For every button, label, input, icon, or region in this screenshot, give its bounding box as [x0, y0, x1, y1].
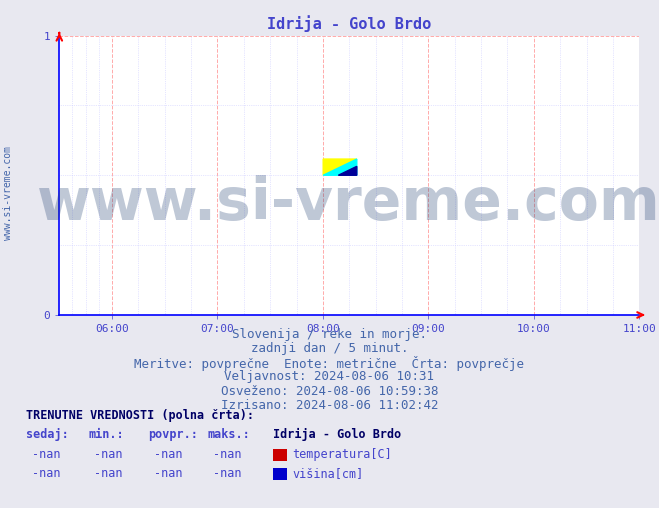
Text: -nan: -nan — [213, 467, 242, 480]
Text: Meritve: povprečne  Enote: metrične  Črta: povprečje: Meritve: povprečne Enote: metrične Črta:… — [134, 356, 525, 371]
Text: zadnji dan / 5 minut.: zadnji dan / 5 minut. — [251, 342, 408, 355]
Text: min.:: min.: — [89, 428, 125, 441]
Text: maks.:: maks.: — [208, 428, 250, 441]
Title: Idrija - Golo Brdo: Idrija - Golo Brdo — [267, 15, 432, 31]
Text: www.si-vreme.com: www.si-vreme.com — [38, 175, 659, 232]
Polygon shape — [323, 159, 357, 175]
Text: temperatura[C]: temperatura[C] — [292, 448, 391, 461]
Text: -nan: -nan — [213, 448, 242, 461]
Text: -nan: -nan — [154, 467, 183, 480]
Text: višina[cm]: višina[cm] — [292, 467, 363, 480]
Polygon shape — [338, 166, 357, 175]
Text: www.si-vreme.com: www.si-vreme.com — [3, 146, 13, 240]
Text: sedaj:: sedaj: — [26, 428, 69, 441]
Text: -nan: -nan — [154, 448, 183, 461]
Text: Idrija - Golo Brdo: Idrija - Golo Brdo — [273, 428, 402, 441]
Polygon shape — [323, 159, 357, 175]
Text: -nan: -nan — [32, 448, 61, 461]
Text: Izrisano: 2024-08-06 11:02:42: Izrisano: 2024-08-06 11:02:42 — [221, 399, 438, 412]
Text: -nan: -nan — [32, 467, 61, 480]
Text: -nan: -nan — [94, 467, 123, 480]
Text: povpr.:: povpr.: — [148, 428, 198, 441]
Text: TRENUTNE VREDNOSTI (polna črta):: TRENUTNE VREDNOSTI (polna črta): — [26, 409, 254, 422]
Text: Veljavnost: 2024-08-06 10:31: Veljavnost: 2024-08-06 10:31 — [225, 370, 434, 384]
Text: Osveženo: 2024-08-06 10:59:38: Osveženo: 2024-08-06 10:59:38 — [221, 385, 438, 398]
Text: Slovenija / reke in morje.: Slovenija / reke in morje. — [232, 328, 427, 341]
Text: -nan: -nan — [94, 448, 123, 461]
